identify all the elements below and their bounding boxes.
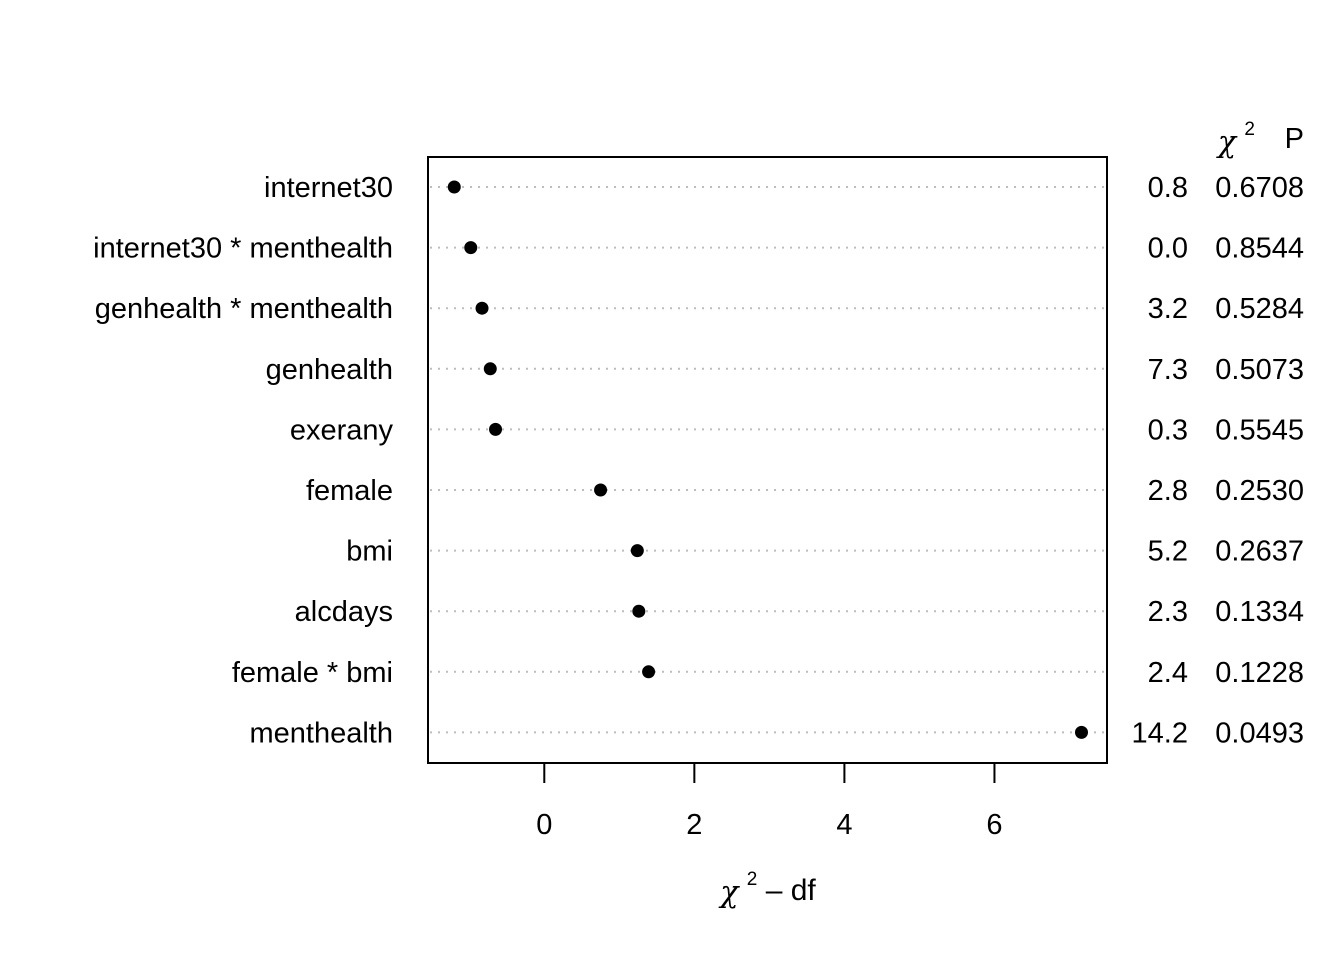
x-axis-title-chi: χ [718, 875, 740, 910]
row-label: menthealth [250, 717, 394, 749]
row-label: genhealth [266, 354, 393, 386]
row-label: alcdays [295, 596, 393, 628]
data-point [642, 665, 656, 679]
gridlines [430, 186, 1105, 734]
x-axis-title-superscript: 2 [747, 869, 758, 890]
chi-square-header: χ 2 [1216, 119, 1255, 160]
chi-square-value: 2.3 [1148, 596, 1188, 628]
row-label: internet30 * menthealth [93, 233, 393, 265]
p-value: 0.1334 [1215, 596, 1304, 628]
chi-square-value: 0.3 [1148, 414, 1188, 446]
chi-square-value: 2.8 [1148, 475, 1188, 507]
data-point [464, 241, 478, 255]
row-label: genhealth * menthealth [95, 293, 393, 325]
x-axis-title: χ 2 – df [718, 859, 816, 910]
x-tick-label: 6 [986, 809, 1002, 841]
p-value: 0.2530 [1215, 475, 1304, 507]
data-point [632, 604, 646, 618]
chi-square-value: 0.8 [1148, 172, 1188, 204]
p-value: 0.2637 [1215, 536, 1304, 568]
chi-square-header-symbol: χ [1216, 125, 1238, 160]
row-label: bmi [346, 536, 393, 568]
chi-square-value: 0.0 [1148, 233, 1188, 265]
data-point [447, 180, 461, 194]
row-label: female * bmi [232, 657, 393, 689]
row-label: internet30 [264, 172, 393, 204]
data-point [475, 301, 489, 315]
data-point [1074, 725, 1088, 739]
x-axis: 0 2 4 6 [536, 763, 1003, 841]
right-header: χ 2 P [1216, 119, 1304, 160]
row-label: exerany [290, 414, 394, 446]
x-tick-label: 4 [836, 809, 852, 841]
chi-square-value: 7.3 [1148, 354, 1188, 386]
p-value: 0.1228 [1215, 657, 1304, 689]
row-label: female [306, 475, 393, 507]
p-header: P [1285, 123, 1304, 155]
p-value: 0.0493 [1215, 717, 1304, 749]
stats-columns: 0.8 0.6708 0.0 0.8544 3.2 0.5284 7.3 0.5073 0.3 0… [1132, 172, 1304, 749]
chi-square-value: 14.2 [1132, 717, 1188, 749]
data-points [447, 180, 1088, 739]
p-value: 0.5284 [1215, 293, 1304, 325]
p-value: 0.5073 [1215, 354, 1304, 386]
data-point [483, 362, 497, 376]
p-value: 0.8544 [1215, 233, 1304, 265]
x-axis-title-rest: – df [766, 874, 817, 907]
chi-square-value: 2.4 [1148, 657, 1188, 689]
chi-square-value: 5.2 [1148, 536, 1188, 568]
p-value: 0.5545 [1215, 414, 1304, 446]
p-value: 0.6708 [1215, 172, 1304, 204]
x-tick-label: 0 [536, 809, 552, 841]
data-point [489, 422, 503, 436]
data-point [630, 544, 644, 558]
x-tick-label: 2 [686, 809, 702, 841]
chi-square-value: 3.2 [1148, 293, 1188, 325]
data-point [594, 483, 608, 497]
plot-frame [427, 156, 1108, 764]
row-labels: internet30 internet30 * menthealth genheal… [93, 172, 393, 749]
chi-square-header-superscript: 2 [1244, 119, 1255, 140]
